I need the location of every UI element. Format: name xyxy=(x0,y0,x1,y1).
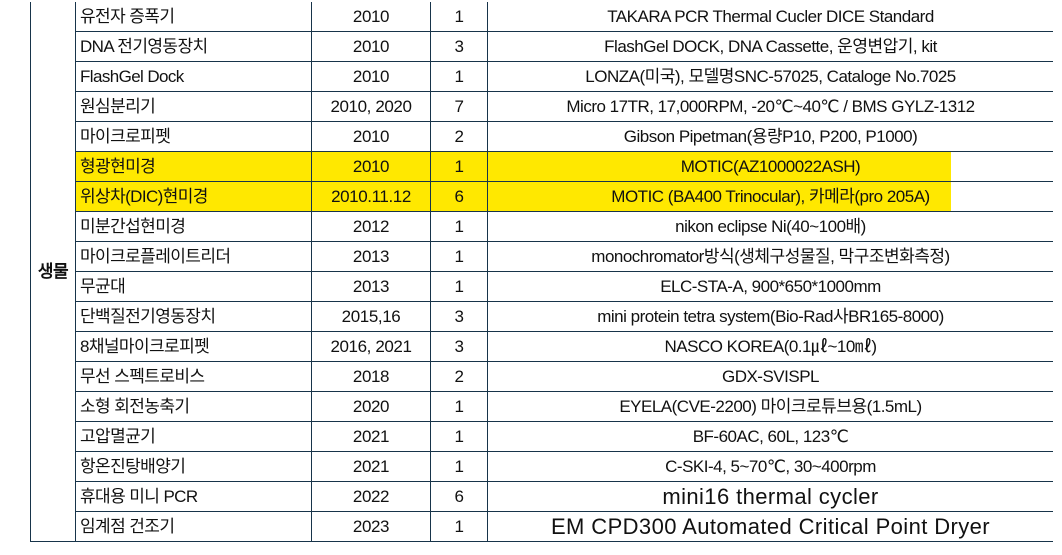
table-row[interactable]: DNA 전기영동장치 2010 3 FlashGel DOCK, DNA Casset… xyxy=(31,31,1053,62)
quantity-cell[interactable]: 2 xyxy=(430,121,488,152)
specification-cell[interactable]: TAKARA PCR Thermal Cucler DICE Standard xyxy=(487,2,1053,32)
purchase-year-cell[interactable]: 2010 xyxy=(311,31,431,62)
equipment-name-cell[interactable]: 마이크로플레이트리더 xyxy=(75,241,312,272)
specification-cell[interactable]: EM CPD300 Automated Critical Point Dryer xyxy=(487,511,1053,542)
table-row[interactable]: 단백질전기영동장치 2015,16 3 mini protein tetra syst… xyxy=(31,301,1053,332)
purchase-year-cell[interactable]: 2010 xyxy=(311,121,431,152)
purchase-year-cell[interactable]: 2012 xyxy=(311,211,431,242)
equipment-name-cell[interactable]: 단백질전기영동장치 xyxy=(75,301,312,332)
specification-cell[interactable]: nikon eclipse Ni(40~100배) xyxy=(487,211,1053,242)
specification-cell[interactable]: C-SKI-4, 5~70℃, 30~400rpm xyxy=(487,451,1053,482)
purchase-year-cell[interactable]: 2010 xyxy=(311,2,431,32)
table-row[interactable]: 임계점 건조기 2023 1 EM CPD300 Automated Critical… xyxy=(31,511,1053,542)
equipment-name-cell[interactable]: 위상차(DIC)현미경 xyxy=(75,181,312,212)
purchase-year-cell[interactable]: 2018 xyxy=(311,361,431,392)
specification-cell[interactable]: EYELA(CVE-2200) 마이크로튜브용(1.5mL) xyxy=(487,391,1053,422)
equipment-name-cell[interactable]: 형광현미경 xyxy=(75,151,312,182)
equipment-name-cell[interactable]: 8채널마이크로피펫 xyxy=(75,331,312,362)
purchase-year-cell[interactable]: 2010 xyxy=(311,151,431,182)
specification-cell[interactable]: LONZA(미국), 모델명SNC-57025, Cataloge No.702… xyxy=(487,61,1053,92)
quantity-cell[interactable]: 2 xyxy=(430,361,488,392)
purchase-year-cell[interactable]: 2016, 2021 xyxy=(311,331,431,362)
specification-cell[interactable]: mini16 thermal cycler xyxy=(487,481,1053,512)
specification-cell[interactable]: MOTIC(AZ1000022ASH) xyxy=(487,151,1053,182)
quantity-cell[interactable]: 1 xyxy=(430,511,488,542)
quantity-cell[interactable]: 1 xyxy=(430,421,488,452)
table-row[interactable]: 8채널마이크로피펫 2016, 2021 3 NASCO KOREA(0.1㎕~10㎖… xyxy=(31,331,1053,362)
specification-cell[interactable]: Micro 17TR, 17,000RPM, -20℃~40℃ / BMS GY… xyxy=(487,91,1053,122)
table-row[interactable]: 항온진탕배양기 2021 1 C-SKI-4, 5~70℃, 30~400rpm xyxy=(31,451,1053,482)
equipment-name-cell[interactable]: 미분간섭현미경 xyxy=(75,211,312,242)
specification-cell[interactable]: mini protein tetra system(Bio-Rad사BR165-… xyxy=(487,301,1053,332)
equipment-name-cell[interactable]: 고압멸균기 xyxy=(75,421,312,452)
specification-cell[interactable]: FlashGel DOCK, DNA Cassette, 운영변압기, kit xyxy=(487,31,1053,62)
purchase-year-cell[interactable]: 2021 xyxy=(311,451,431,482)
equipment-name-cell[interactable]: 유전자 증폭기 xyxy=(75,2,312,32)
equipment-name-cell[interactable]: 항온진탕배양기 xyxy=(75,451,312,482)
specification-cell[interactable]: MOTIC (BA400 Trinocular), 카메라(pro 205A) xyxy=(487,181,1053,212)
table-row[interactable]: 형광현미경 2010 1 MOTIC(AZ1000022ASH) xyxy=(31,151,1053,182)
quantity-cell[interactable]: 1 xyxy=(430,241,488,272)
category-cell[interactable]: 생물 xyxy=(30,2,76,542)
table-row[interactable]: 무선 스펙트로비스 2018 2 GDX-SVISPL xyxy=(31,361,1053,392)
equipment-name-cell[interactable]: 임계점 건조기 xyxy=(75,511,312,542)
specification-cell[interactable]: GDX-SVISPL xyxy=(487,361,1053,392)
table-row[interactable]: FlashGel Dock 2010 1 LONZA(미국), 모델명SNC-5702… xyxy=(31,61,1053,92)
quantity-cell[interactable]: 3 xyxy=(430,301,488,332)
quantity-cell[interactable]: 6 xyxy=(430,481,488,512)
quantity-cell[interactable]: 1 xyxy=(430,391,488,422)
purchase-year-cell[interactable]: 2010, 2020 xyxy=(311,91,431,122)
specification-cell[interactable]: ELC-STA-A, 900*650*1000mm xyxy=(487,271,1053,302)
purchase-year-cell[interactable]: 2013 xyxy=(311,241,431,272)
equipment-name-cell[interactable]: 무선 스펙트로비스 xyxy=(75,361,312,392)
table-row[interactable]: 미분간섭현미경 2012 1 nikon eclipse Ni(40~100배) xyxy=(31,211,1053,242)
quantity-cell[interactable]: 6 xyxy=(430,181,488,212)
specification-cell[interactable]: BF-60AC, 60L, 123℃ xyxy=(487,421,1053,452)
table-row[interactable]: 위상차(DIC)현미경 2010.11.12 6 MOTIC (BA400 Trino… xyxy=(31,181,1053,212)
purchase-year-cell[interactable]: 2021 xyxy=(311,421,431,452)
equipment-table: 생물 유전자 증폭기 2010 1 TAKARA PCR Thermal Cucler … xyxy=(30,2,1053,542)
table-row[interactable]: 마이크로플레이트리더 2013 1 monochromator방식(생체구성물질, 막… xyxy=(31,241,1053,272)
equipment-name-cell[interactable]: FlashGel Dock xyxy=(75,61,312,92)
purchase-year-cell[interactable]: 2013 xyxy=(311,271,431,302)
purchase-year-cell[interactable]: 2015,16 xyxy=(311,301,431,332)
quantity-cell[interactable]: 1 xyxy=(430,211,488,242)
quantity-cell[interactable]: 1 xyxy=(430,271,488,302)
quantity-cell[interactable]: 1 xyxy=(430,151,488,182)
purchase-year-cell[interactable]: 2022 xyxy=(311,481,431,512)
specification-cell[interactable]: monochromator방식(생체구성물질, 막구조변화측정) xyxy=(487,241,1053,272)
equipment-name-cell[interactable]: 휴대용 미니 PCR xyxy=(75,481,312,512)
table-row[interactable]: 마이크로피펫 2010 2 Gibson Pipetman(용량P10, P200, … xyxy=(31,121,1053,152)
table-row[interactable]: 원심분리기 2010, 2020 7 Micro 17TR, 17,000RPM, -… xyxy=(31,91,1053,122)
equipment-name-cell[interactable]: 무균대 xyxy=(75,271,312,302)
purchase-year-cell[interactable]: 2010 xyxy=(311,61,431,92)
purchase-year-cell[interactable]: 2023 xyxy=(311,511,431,542)
specification-cell[interactable]: NASCO KOREA(0.1㎕~10㎖) xyxy=(487,331,1053,362)
quantity-cell[interactable]: 3 xyxy=(430,31,488,62)
equipment-name-cell[interactable]: 원심분리기 xyxy=(75,91,312,122)
purchase-year-cell[interactable]: 2020 xyxy=(311,391,431,422)
table-row[interactable]: 생물 유전자 증폭기 2010 1 TAKARA PCR Thermal Cucler … xyxy=(30,2,1053,542)
table-row[interactable]: 휴대용 미니 PCR 2022 6 mini16 thermal cycler xyxy=(31,481,1053,512)
specification-cell[interactable]: Gibson Pipetman(용량P10, P200, P1000) xyxy=(487,121,1053,152)
table-row[interactable]: 고압멸균기 2021 1 BF-60AC, 60L, 123℃ xyxy=(31,421,1053,452)
purchase-year-cell[interactable]: 2010.11.12 xyxy=(311,181,431,212)
equipment-name-cell[interactable]: 소형 회전농축기 xyxy=(75,391,312,422)
quantity-cell[interactable]: 1 xyxy=(430,2,488,32)
equipment-name-cell[interactable]: 마이크로피펫 xyxy=(75,121,312,152)
quantity-cell[interactable]: 1 xyxy=(430,451,488,482)
quantity-cell[interactable]: 1 xyxy=(430,61,488,92)
quantity-cell[interactable]: 7 xyxy=(430,91,488,122)
equipment-table-body: 생물 유전자 증폭기 2010 1 TAKARA PCR Thermal Cucler … xyxy=(30,2,1053,542)
table-row[interactable]: 소형 회전농축기 2020 1 EYELA(CVE-2200) 마이크로튜브용(1.5… xyxy=(31,391,1053,422)
table-row[interactable]: 무균대 2013 1 ELC-STA-A, 900*650*1000mm xyxy=(31,271,1053,302)
table-viewport: 생물 유전자 증폭기 2010 1 TAKARA PCR Thermal Cucler … xyxy=(30,2,1053,548)
quantity-cell[interactable]: 3 xyxy=(430,331,488,362)
equipment-name-cell[interactable]: DNA 전기영동장치 xyxy=(75,31,312,62)
